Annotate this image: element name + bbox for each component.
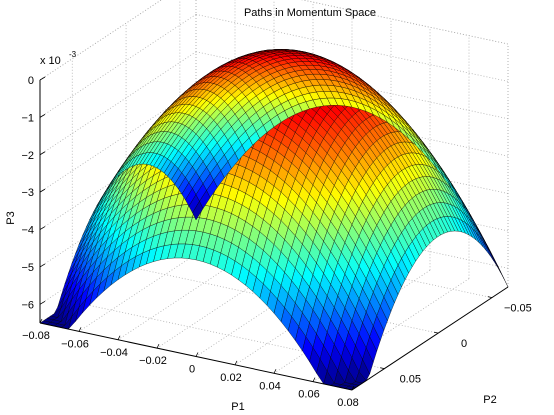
x-tick-mark (117, 335, 121, 340)
grid-line (72, 301, 385, 370)
grid-line (301, 0, 509, 45)
z-tick-mark (39, 188, 46, 193)
grid-line (39, 0, 162, 81)
x-tick-label: 0.02 (220, 372, 241, 384)
z-tick-label: 0 (28, 75, 34, 87)
grid-line (39, 0, 162, 81)
z-tick-label: −6 (21, 299, 34, 311)
y-tick-mark (433, 331, 439, 334)
surface-patch (497, 265, 509, 288)
z-tick-label: −4 (21, 225, 34, 237)
x-tick-label: 0.04 (259, 380, 280, 392)
z-exponent-power: -3 (69, 50, 77, 59)
z-tick-label: −1 (21, 112, 34, 124)
y-axis-ticks: −0.05 0 0.05 (380, 296, 532, 386)
surface-mesh (39, 49, 509, 391)
y-tick-label: 0 (461, 338, 467, 350)
x-tick-label: 0.06 (298, 389, 319, 401)
x-axis-ticks: −0.08 −0.06 −0.04 −0.02 0 0.02 0.04 0.06 0.08 (22, 318, 359, 409)
axis-line (351, 286, 509, 391)
z-tick-mark (39, 300, 46, 305)
z-tick-mark (39, 114, 46, 118)
x-tick-label: −0.02 (139, 355, 167, 367)
z-tick-mark (39, 151, 46, 156)
y-axis-label: P2 (483, 394, 496, 406)
z-tick-label: −5 (21, 262, 34, 274)
x-tick-label: −0.06 (61, 338, 89, 350)
x-tick-mark (234, 360, 238, 366)
chart-title: Paths in Momentum Space (244, 7, 376, 19)
grid-line (39, 88, 197, 193)
z-exponent-base: x 10 (40, 55, 61, 67)
z-tick-label: −2 (21, 150, 34, 162)
grid-line (312, 278, 470, 382)
z-tick-mark (39, 76, 46, 81)
z-tick-label: −3 (21, 187, 34, 199)
x-tick-label: −0.04 (100, 347, 128, 359)
grid-line (156, 244, 314, 349)
x-tick-mark (156, 343, 160, 349)
grid-line (39, 51, 197, 156)
x-tick-label: 0.08 (337, 397, 358, 409)
grid-line (117, 236, 275, 341)
z-exponent: x 10 -3 (40, 50, 77, 67)
y-tick-mark (487, 296, 492, 299)
x-tick-mark (273, 369, 277, 374)
x-tick-mark (351, 385, 355, 391)
z-axis-ticks: 0 −1 −2 −3 −4 −5 −6 (21, 75, 46, 311)
x-tick-mark (195, 352, 199, 357)
grid-line (39, 14, 197, 118)
z-tick-mark (39, 263, 46, 268)
z-tick-mark (39, 226, 46, 230)
y-tick-label: 0.05 (400, 374, 421, 386)
y-tick-label: −0.05 (504, 303, 532, 315)
x-tick-mark (312, 377, 316, 382)
x-tick-mark (39, 318, 43, 324)
grid-line (195, 13, 509, 82)
grid-line (78, 228, 236, 332)
y-tick-mark (380, 367, 385, 370)
x-tick-mark (78, 327, 82, 332)
x-axis-label: P1 (231, 401, 244, 413)
x-tick-label: 0 (189, 364, 195, 376)
z-axis-label: P3 (5, 211, 17, 224)
x-tick-label: −0.08 (22, 330, 50, 342)
